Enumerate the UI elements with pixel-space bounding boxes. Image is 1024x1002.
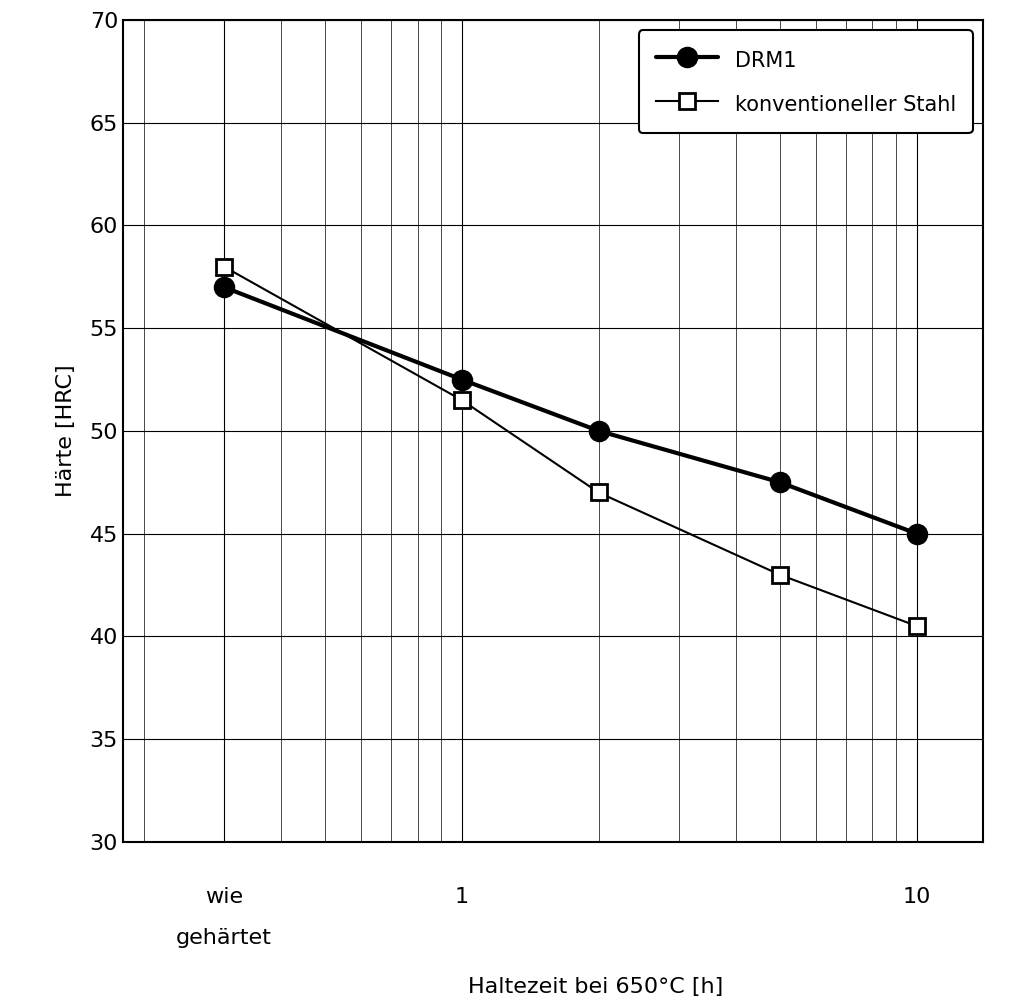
konventioneller Stahl — [456, 394, 468, 406]
konventioneller Stahl — [910, 620, 923, 632]
Text: wie: wie — [205, 887, 243, 907]
Y-axis label: Härte [HRC]: Härte [HRC] — [55, 365, 76, 497]
Legend: DRM1, konventioneller Stahl: DRM1, konventioneller Stahl — [639, 30, 973, 133]
Text: 1: 1 — [455, 887, 469, 907]
konventioneller Stahl — [593, 486, 605, 498]
DRM1 — [773, 476, 785, 488]
konventioneller Stahl — [218, 261, 230, 273]
Text: Haltezeit bei 650°C [h]: Haltezeit bei 650°C [h] — [468, 977, 724, 997]
DRM1 — [218, 281, 230, 293]
DRM1 — [910, 527, 923, 539]
DRM1 — [593, 425, 605, 437]
konventioneller Stahl — [773, 568, 785, 580]
Line: DRM1: DRM1 — [214, 278, 927, 543]
DRM1 — [456, 374, 468, 386]
Text: 10: 10 — [902, 887, 931, 907]
Line: konventioneller Stahl: konventioneller Stahl — [215, 259, 925, 634]
Text: gehärtet: gehärtet — [176, 928, 271, 948]
